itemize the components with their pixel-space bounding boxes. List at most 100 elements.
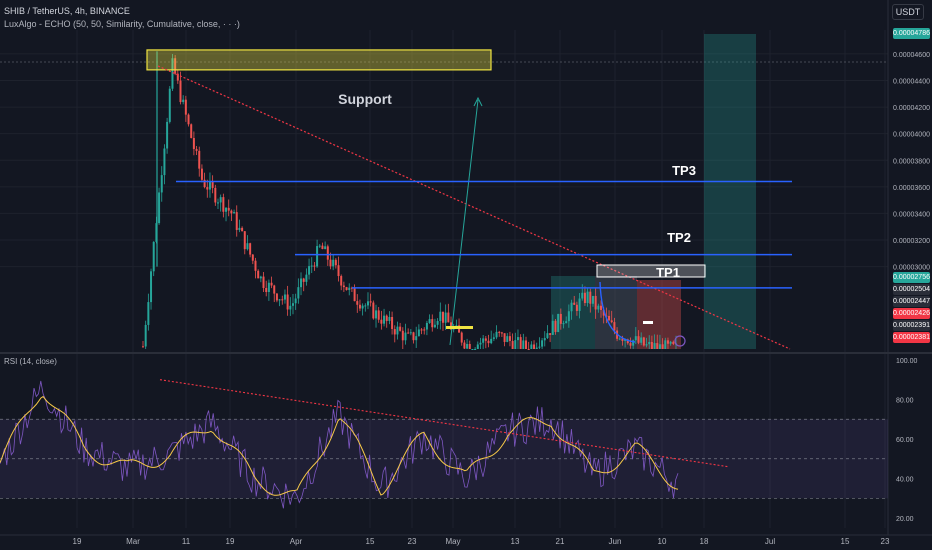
candle-body: [581, 292, 584, 299]
candle-body: [179, 80, 182, 103]
candle-body: [155, 223, 158, 242]
candle-body: [383, 315, 386, 324]
candle-body: [302, 278, 305, 282]
candle-body: [441, 311, 444, 323]
candle-body: [645, 344, 648, 346]
candle-body: [463, 342, 466, 349]
y-tick-label: 0.00004600: [893, 52, 930, 59]
candle-body: [308, 266, 311, 275]
rsi-tick-label: 40.00: [896, 477, 914, 484]
candle-body: [310, 265, 313, 267]
candle-body: [624, 339, 627, 341]
candle-body: [396, 326, 399, 335]
candle-body: [251, 254, 254, 261]
candle-body: [436, 321, 439, 325]
y-tick-label: 0.00003600: [893, 185, 930, 192]
candle-body: [259, 276, 262, 279]
x-tick-label: Mar: [126, 537, 140, 546]
candle-body: [474, 349, 477, 350]
candle-body: [466, 343, 469, 349]
candle-body: [198, 150, 201, 169]
x-tick-label: Jun: [609, 537, 622, 546]
candle-body: [583, 292, 586, 304]
projection-arrow: [449, 99, 479, 346]
candle-body: [294, 298, 297, 304]
candle-body: [551, 320, 554, 335]
price-tag: 0.00002756: [893, 272, 930, 283]
candle-body: [519, 337, 522, 349]
candle-body: [230, 210, 233, 214]
candle-body: [541, 340, 544, 347]
candle-body: [313, 265, 316, 267]
candle-body: [278, 299, 281, 301]
candle-body: [570, 302, 573, 312]
candle-body: [527, 349, 530, 350]
candle-body: [589, 291, 592, 304]
candle-body: [388, 317, 391, 321]
candle-body: [562, 323, 565, 325]
y-tick-label: 0.00003200: [893, 238, 930, 245]
candle-body: [182, 99, 185, 103]
candle-body: [484, 338, 487, 341]
candle-body: [321, 245, 324, 250]
candle-body: [246, 243, 249, 250]
indicator-title[interactable]: LuxAlgo - ECHO (50, 50, Similarity, Cumu…: [4, 19, 240, 29]
candle-body: [332, 259, 335, 267]
x-tick-label: 19: [226, 537, 235, 546]
candle-body: [525, 340, 528, 349]
candle-body: [168, 88, 171, 122]
candle-body: [329, 259, 332, 267]
price-tag: 0.00002447: [893, 296, 930, 307]
candle-body: [208, 181, 211, 190]
candle-body: [417, 329, 420, 337]
candle-body: [275, 293, 278, 301]
candle-body: [187, 114, 190, 125]
candle-body: [476, 344, 479, 349]
candle-body: [342, 285, 345, 288]
symbol-title: SHIB / TetherUS, 4h, BINANCE: [4, 6, 130, 16]
candle-body: [366, 301, 369, 306]
y-tick-label: 0.00003800: [893, 158, 930, 165]
candle-body: [176, 73, 179, 81]
candle-body: [163, 148, 166, 176]
candle-body: [575, 304, 578, 311]
candle-body: [393, 329, 396, 335]
rsi-title: RSI (14, close): [4, 357, 57, 366]
currency-button[interactable]: USDT: [892, 4, 924, 20]
candle-body: [281, 299, 284, 301]
candle-body: [578, 298, 581, 311]
candle-body: [166, 121, 169, 149]
candle-body: [289, 305, 292, 310]
candle-body: [300, 278, 303, 288]
x-tick-label: May: [445, 537, 460, 546]
long-target-zone: [704, 34, 756, 349]
candle-body: [468, 343, 471, 349]
price-tag: 0.00002391: [893, 320, 930, 331]
candle-body: [500, 332, 503, 334]
candle-body: [514, 340, 517, 349]
candle-body: [626, 339, 629, 344]
candle-body: [409, 332, 412, 334]
candle-body: [286, 294, 289, 310]
candle-body: [637, 336, 640, 343]
x-tick-label: 10: [658, 537, 667, 546]
support-zone: [146, 49, 492, 71]
candle-body: [350, 287, 353, 289]
candle-body: [658, 344, 661, 349]
candle-body: [150, 271, 153, 303]
candle-body: [152, 241, 155, 272]
candle-body: [337, 265, 340, 277]
candle-body: [305, 274, 308, 282]
tp1-box: [596, 264, 706, 278]
candle-body: [399, 326, 402, 331]
candle-body: [364, 305, 367, 307]
candle-body: [533, 344, 536, 349]
candle-body: [546, 333, 549, 339]
candle-body: [227, 207, 230, 211]
candle-body: [495, 331, 498, 338]
candle-body: [174, 58, 177, 74]
candle-body: [653, 343, 656, 349]
x-tick-label: Jul: [765, 537, 775, 546]
